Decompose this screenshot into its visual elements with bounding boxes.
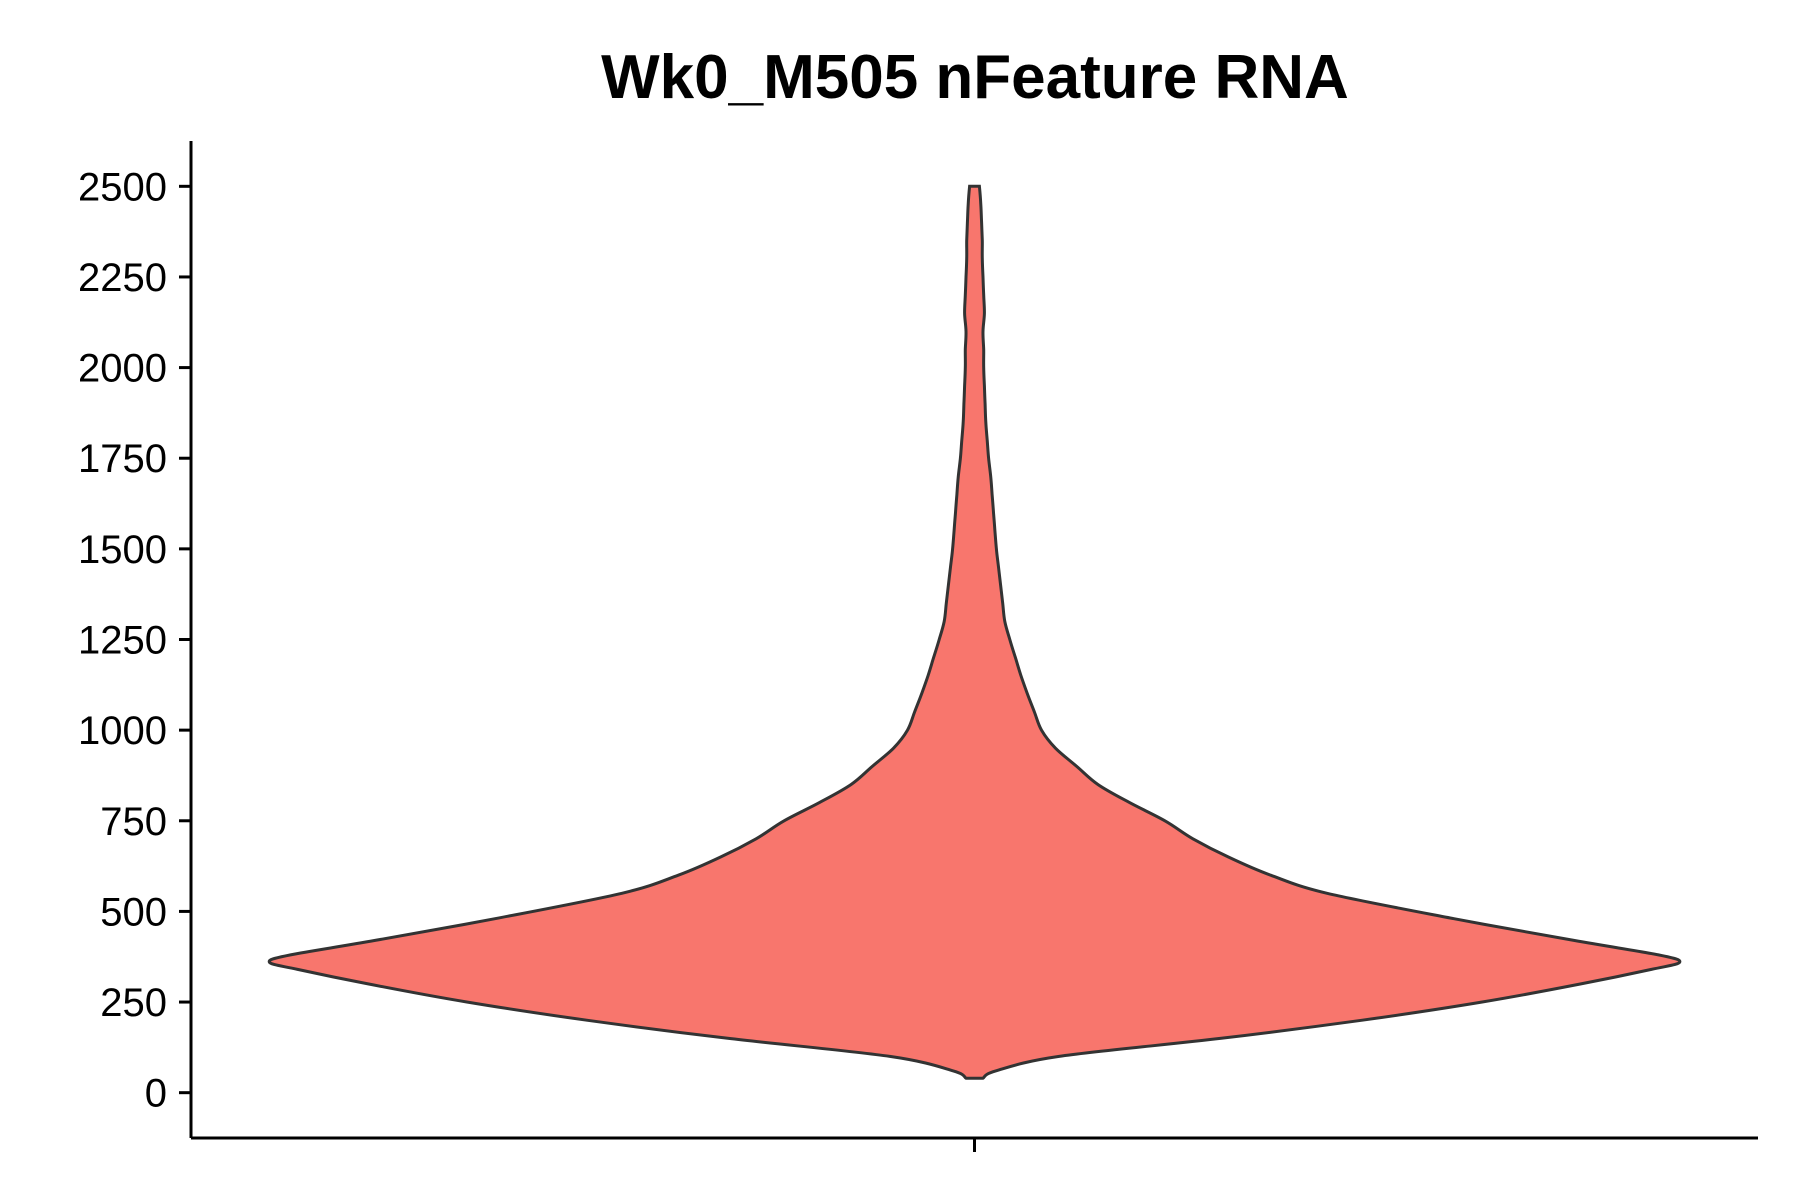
violin-layer — [267, 184, 1682, 1080]
y-tick-label: 2250 — [78, 256, 167, 300]
y-tick-label: 750 — [100, 800, 167, 844]
y-tick-label: 250 — [100, 981, 167, 1025]
y-tick-label: 1750 — [78, 437, 167, 481]
y-tick-label: 1500 — [78, 528, 167, 572]
y-tick-label: 2000 — [78, 347, 167, 391]
y-tick-label: 2500 — [78, 165, 167, 209]
x-axis — [191, 1136, 1758, 1152]
y-tick-label: 1000 — [78, 709, 167, 753]
chart-title: Wk0_M505 nFeature RNA — [601, 43, 1349, 112]
y-tick-label: 0 — [145, 1072, 167, 1116]
y-axis: 0 250 500 750 1000 1250 1500 1750 2000 2250 2500 — [78, 141, 193, 1138]
y-tick-label: 1250 — [78, 619, 167, 663]
violin-body — [267, 184, 1682, 1080]
y-tick-label: 500 — [100, 890, 167, 934]
